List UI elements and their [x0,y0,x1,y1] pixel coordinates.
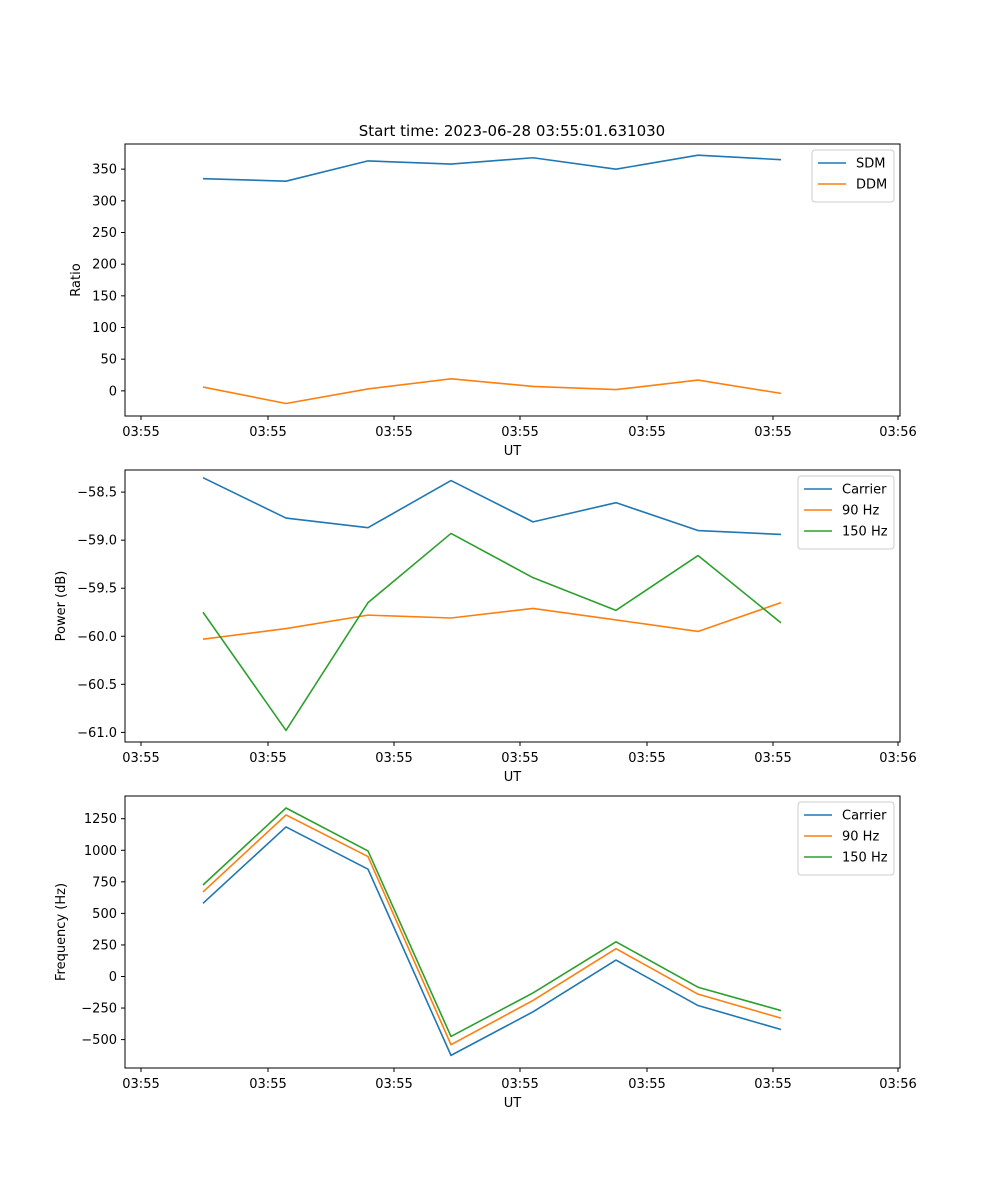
y-tick-label: −61.0 [77,726,117,741]
series-line-90-hz [202,814,782,1046]
x-tick-label: 03:55 [375,1077,412,1092]
legend-label: 90 Hz [842,830,879,845]
x-tick-label: 03:55 [754,751,791,766]
y-tick-label: 1250 [84,812,117,827]
x-tick-label: 03:55 [628,425,665,440]
x-tick-label: 03:55 [249,425,286,440]
series-line-150-hz [202,532,782,732]
legend-label: 150 Hz [842,851,888,866]
y-axis-label: Frequency (Hz) [54,883,69,981]
x-tick-label: 03:55 [249,1077,286,1092]
x-tick-label: 03:55 [122,751,159,766]
series-line-90-hz [202,601,782,640]
legend-label: 150 Hz [842,525,888,540]
x-tick-label: 03:55 [628,1077,665,1092]
y-tick-label: −500 [81,1033,117,1048]
y-tick-label: 0 [109,970,117,985]
series-line-150-hz [202,807,782,1038]
x-tick-label: 03:55 [628,751,665,766]
legend-label: Carrier [842,483,887,498]
y-tick-label: −60.5 [77,678,117,693]
x-tick-label: 03:56 [879,425,916,440]
y-tick-label: −59.5 [77,582,117,597]
x-tick-label: 03:55 [501,751,538,766]
series-line-ddm [202,378,782,405]
series-line-carrier [202,826,782,1057]
y-tick-label: 0 [109,384,117,399]
y-tick-label: −60.0 [77,630,117,645]
y-tick-label: 1000 [84,844,117,859]
legend: SDM DDM [811,149,895,203]
x-axis-label: UT [504,1096,522,1111]
y-tick-label: 750 [92,875,117,890]
legend: Carrier 90 Hz 150 Hz [797,801,895,876]
y-axis-label: Ratio [69,263,84,296]
axes-frame [124,795,901,1069]
x-tick-label: 03:56 [879,1077,916,1092]
y-tick-label: 100 [92,321,117,336]
series-line-sdm [202,154,782,182]
y-tick-label: 300 [92,194,117,209]
legend-label: SDM [856,157,885,172]
y-tick-label: 50 [100,353,117,368]
figure-title: Start time: 2023-06-28 03:55:01.631030 [359,122,665,140]
subplot-2: −61.0 −60.5 −60.0 −59.5 −59.0 −58.5 03:55 03:55… [54,469,917,785]
x-tick-label: 03:55 [375,751,412,766]
series-line-carrier [202,476,782,536]
y-tick-label: −250 [81,1002,117,1017]
subplots: 0 50 100 150 200 250 300 350 03:55 03:55 03:55 03:5… [54,143,917,1111]
legend-label: Carrier [842,809,887,824]
x-axis-label: UT [504,444,522,459]
x-tick-label: 03:56 [879,751,916,766]
y-tick-label: 350 [92,163,117,178]
x-tick-label: 03:55 [501,1077,538,1092]
x-tick-label: 03:55 [754,425,791,440]
y-tick-label: 250 [92,938,117,953]
y-tick-label: −58.5 [77,486,117,501]
x-axis-label: UT [504,770,522,785]
y-tick-label: 150 [92,289,117,304]
y-axis-label: Power (dB) [54,571,69,642]
x-tick-label: 03:55 [501,425,538,440]
y-tick-label: 500 [92,907,117,922]
subplot-1: 0 50 100 150 200 250 300 350 03:55 03:55 03:55 03:5… [69,143,917,459]
subplot-3: −500 −250 0 250 500 750 1000 1250 03:55 03:55 03:5… [54,795,917,1111]
axes-frame [124,469,901,743]
x-tick-label: 03:55 [375,425,412,440]
y-tick-label: −59.0 [77,534,117,549]
x-tick-label: 03:55 [754,1077,791,1092]
axes-frame [124,143,901,417]
legend-label: DDM [856,178,887,193]
x-tick-label: 03:55 [122,1077,159,1092]
legend-label: 90 Hz [842,504,879,519]
y-tick-label: 250 [92,226,117,241]
x-tick-label: 03:55 [249,751,286,766]
legend: Carrier 90 Hz 150 Hz [797,475,895,550]
y-tick-label: 200 [92,258,117,273]
x-tick-label: 03:55 [122,425,159,440]
